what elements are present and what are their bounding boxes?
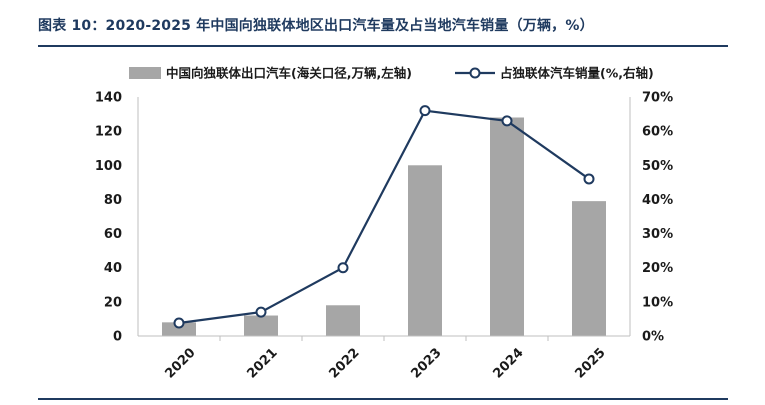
legend-swatch-marker — [469, 67, 481, 79]
y-left-tick-label: 140 — [95, 91, 122, 106]
y-right-tick-label: 20% — [642, 261, 673, 276]
legend-swatch-bar — [129, 67, 161, 79]
bar-2020 — [162, 322, 196, 336]
axes — [137, 97, 631, 341]
x-tick-label: 2024 — [490, 345, 526, 381]
y-left-tick-label: 20 — [104, 295, 122, 310]
bar-2025 — [572, 201, 606, 336]
bar-2021 — [244, 315, 278, 336]
y-right-tick-label: 60% — [642, 125, 673, 140]
bar-2023 — [408, 165, 442, 336]
x-tick-label: 2020 — [162, 345, 198, 381]
line-point-2020 — [173, 317, 185, 329]
y-left-tick-label: 120 — [95, 125, 122, 140]
bar-2024 — [490, 117, 524, 336]
legend: 中国向独联体出口汽车(海关口径,万辆,左轴) 占独联体汽车销量(%,右轴) — [129, 66, 654, 81]
line-path — [178, 109, 590, 325]
y-right-tick-label: 30% — [642, 227, 673, 242]
line-point-2022 — [337, 262, 349, 274]
y-right-tick-label: 10% — [642, 295, 673, 310]
title-rule — [38, 45, 728, 47]
y-left-tick-label: 40 — [104, 261, 122, 276]
y-left-tick-label: 80 — [104, 193, 122, 208]
bar-series — [162, 117, 606, 336]
line-point-2023 — [419, 105, 431, 117]
x-tick-label: 2021 — [244, 345, 280, 381]
y-right-tick-label: 50% — [642, 159, 673, 174]
x-tick-label: 2022 — [326, 345, 362, 381]
y-left-tick-label: 100 — [95, 159, 122, 174]
y-right-tick-label: 70% — [642, 91, 673, 106]
line-series — [173, 105, 595, 329]
x-tick-label: 2025 — [572, 345, 608, 381]
legend-label-line: 占独联体汽车销量(%,右轴) — [500, 66, 654, 81]
line-point-2025 — [583, 173, 595, 185]
line-point-2021 — [255, 306, 267, 318]
line-point-2024 — [501, 115, 513, 127]
x-tick-label: 2023 — [408, 345, 444, 381]
y-right-tick-label: 40% — [642, 193, 673, 208]
y-left-tick-label: 60 — [104, 227, 122, 242]
bar-2022 — [326, 305, 360, 336]
chart-title: 图表 10：2020-2025 年中国向独联体地区出口汽车量及占当地汽车销量（万… — [38, 18, 594, 34]
legend-label-bar: 中国向独联体出口汽车(海关口径,万辆,左轴) — [166, 66, 412, 81]
y-left-tick-label: 0 — [113, 330, 122, 345]
y-right-tick-label: 0% — [642, 330, 664, 345]
bottom-rule — [38, 398, 728, 400]
